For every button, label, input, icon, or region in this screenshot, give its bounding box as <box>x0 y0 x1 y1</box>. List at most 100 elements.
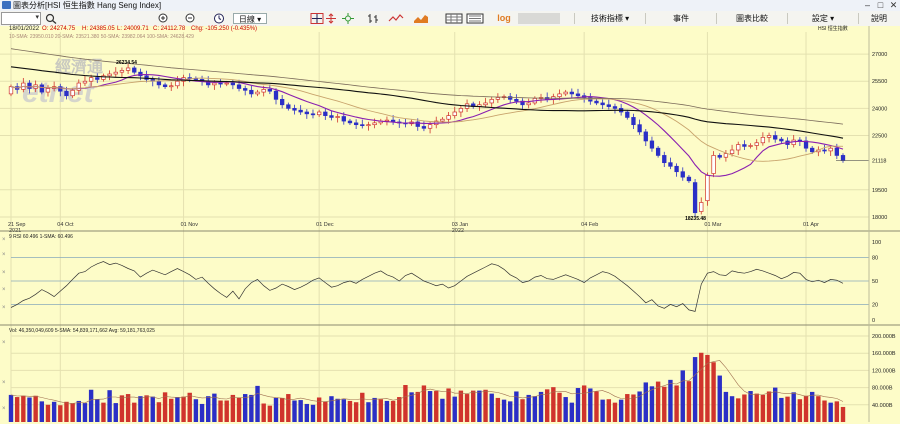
candle-body <box>218 82 223 85</box>
sma-10-line <box>10 73 844 177</box>
volume-bar <box>822 400 827 422</box>
candle-body <box>569 91 574 95</box>
maximize-button[interactable]: □ <box>877 0 884 10</box>
volume-bar <box>230 394 236 422</box>
line-icon[interactable] <box>388 13 404 24</box>
symbol-select[interactable]: ▾ <box>1 12 41 25</box>
volume-bar <box>298 400 303 422</box>
volume-bar <box>594 391 599 422</box>
candle-body <box>766 135 772 138</box>
volume-bar <box>8 394 14 422</box>
zoom-out-icon[interactable] <box>184 13 198 24</box>
volume-bar <box>273 397 279 422</box>
volume-bar <box>187 392 192 422</box>
chevron-down-icon: ▾ <box>35 14 39 21</box>
volume-bar <box>341 399 346 422</box>
volume-bar <box>520 399 525 422</box>
candle-body <box>138 71 143 77</box>
candle-body <box>822 149 827 152</box>
volume-bar <box>471 390 476 422</box>
ohlc-icon[interactable] <box>366 13 380 24</box>
volume-bar <box>723 391 729 422</box>
volume-bar <box>329 396 334 422</box>
volume-bar <box>575 388 581 422</box>
candle-body <box>169 85 174 88</box>
candle-body <box>662 155 667 164</box>
candle-body <box>668 162 673 167</box>
candle-body <box>372 122 377 126</box>
menu-compare[interactable]: 圖表比較 <box>716 13 787 24</box>
log-toggle[interactable]: log <box>497 13 511 23</box>
watermark: 經濟通 etnet <box>22 57 103 109</box>
volume-bar <box>705 354 710 422</box>
volume-bar <box>489 393 494 422</box>
candle-body <box>113 71 118 75</box>
volume-bar <box>668 379 673 422</box>
volume-bar <box>440 398 445 422</box>
clock-icon[interactable] <box>212 13 226 24</box>
price-tick-label: 27000 <box>872 52 887 58</box>
volume-tick-label: 120.000B <box>872 368 896 374</box>
candle-body <box>39 84 44 93</box>
grid-icon[interactable] <box>445 13 463 24</box>
volume-bar <box>551 387 556 422</box>
resize-handle-icon: × <box>2 380 6 386</box>
volume-bar <box>249 394 254 422</box>
volume-bar <box>797 399 803 422</box>
volume-bar <box>45 404 51 422</box>
candle-body <box>742 144 747 147</box>
volume-bar <box>427 391 433 422</box>
volume-bar <box>458 390 464 422</box>
candle-body <box>612 106 618 109</box>
volume-bar <box>242 394 248 422</box>
search-icon[interactable] <box>44 13 58 24</box>
minimize-button[interactable]: – <box>864 0 870 10</box>
candle-body <box>674 165 679 173</box>
candle-body <box>705 174 710 202</box>
volume-bar <box>742 394 747 422</box>
crosshair-icon[interactable] <box>310 13 324 24</box>
volume-bar <box>119 395 125 422</box>
menu-help[interactable]: 說明 <box>858 13 899 24</box>
volume-bar <box>532 396 538 422</box>
candle-body <box>95 77 100 80</box>
candle-body <box>335 116 340 118</box>
volume-bar <box>267 405 273 422</box>
price-chart[interactable]: 經濟通 etnet 21 Sep 04 Oct 01 Nov 01 Dec 03 Jan… <box>0 26 900 422</box>
rsi-tick-label: 80 <box>872 256 878 262</box>
candle-body <box>27 82 32 89</box>
candle-body <box>286 104 291 109</box>
zoom-in-icon[interactable] <box>157 13 171 24</box>
volume-bar <box>588 388 593 422</box>
candle-body <box>292 108 297 111</box>
menu-settings[interactable]: 設定 ▾ <box>787 13 858 24</box>
candle-body <box>384 119 390 122</box>
volume-bar <box>70 403 75 422</box>
candle-body <box>427 124 433 129</box>
candle-body <box>212 82 217 86</box>
rsi-line <box>10 261 844 312</box>
volume-bar <box>310 404 316 422</box>
period-select[interactable]: 日線 ▾ <box>233 13 267 24</box>
volume-bar <box>631 394 636 422</box>
rsi-tick-label: 50 <box>872 279 878 285</box>
volume-bar <box>397 397 402 422</box>
volume-bar <box>446 388 451 422</box>
menu-indicators[interactable]: 技術指標 ▾ <box>574 13 645 24</box>
rsi-tick-label: 100 <box>872 240 881 246</box>
volume-bar <box>477 390 482 422</box>
volume-tick-label: 200.000B <box>872 334 896 340</box>
pan-icon[interactable] <box>324 13 338 24</box>
candle-body <box>298 109 303 113</box>
candle-body <box>643 131 648 142</box>
chart-area[interactable]: 經濟通 etnet 21 Sep 04 Oct 01 Nov 01 Dec 03 Jan… <box>0 26 900 422</box>
volume-bar <box>415 391 420 422</box>
menu-events[interactable]: 事件 <box>645 13 716 24</box>
scale-icon[interactable] <box>466 13 484 24</box>
move-icon[interactable] <box>341 13 355 24</box>
candle-body <box>360 124 365 127</box>
volume-bar <box>674 385 679 422</box>
area-icon[interactable] <box>413 13 429 24</box>
close-button[interactable]: ✕ <box>889 0 898 10</box>
volume-bar <box>803 395 809 422</box>
